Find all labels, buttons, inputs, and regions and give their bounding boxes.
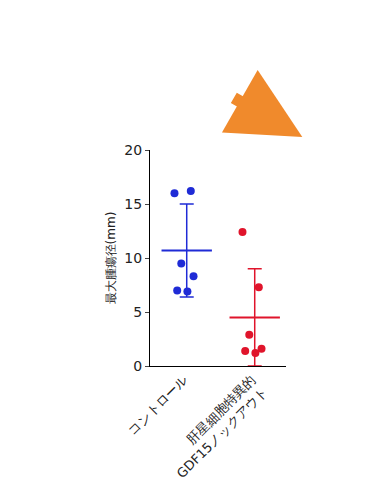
svg-text:15: 15 — [124, 196, 142, 212]
svg-text:コントロール: コントロール — [125, 372, 191, 438]
svg-text:20: 20 — [124, 142, 142, 158]
svg-text:0: 0 — [133, 358, 142, 374]
svg-text:5: 5 — [133, 304, 142, 320]
svg-text:最大腫瘍径(mm): 最大腫瘍径(mm) — [104, 212, 118, 305]
svg-text:肝星細胞特異的GDF15ノックアウト: 肝星細胞特異的GDF15ノックアウト — [162, 372, 271, 481]
svg-text:10: 10 — [124, 250, 142, 266]
